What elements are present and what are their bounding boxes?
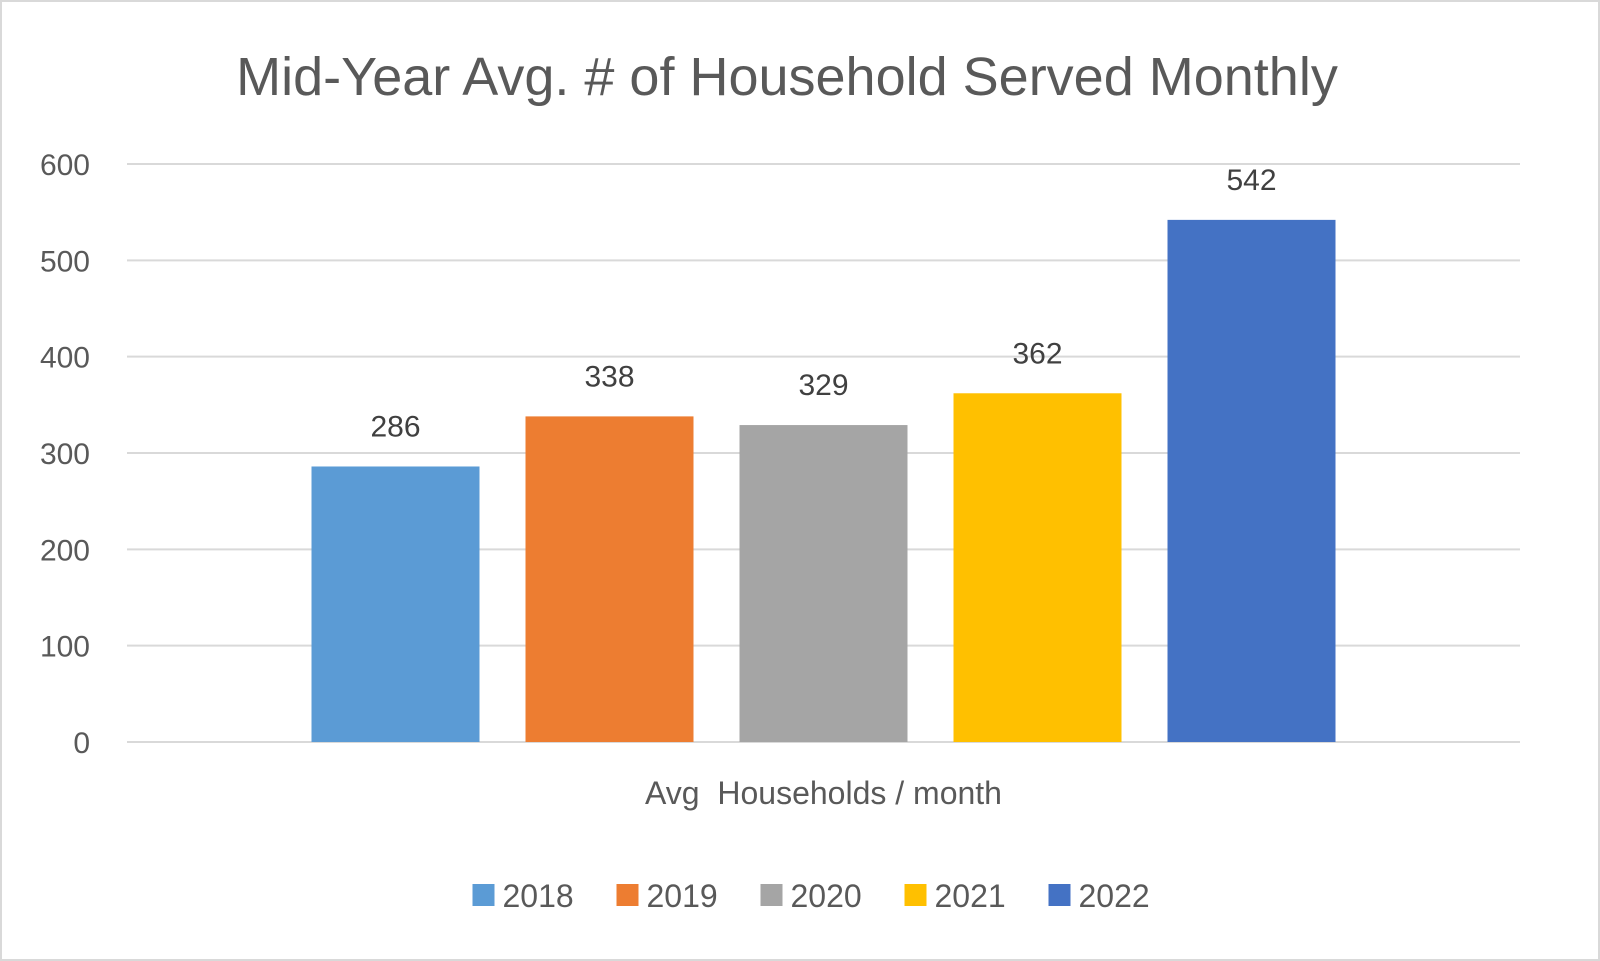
data-label-2020: 329 <box>798 369 848 402</box>
legend-label-2020: 2020 <box>791 878 862 914</box>
legend: 2018 2019 2020 2021 2022 <box>472 878 1150 914</box>
y-tick-label: 400 <box>40 342 90 375</box>
legend-swatch-2021 <box>904 884 927 906</box>
bars <box>311 219 1336 742</box>
legend-swatch-2018 <box>472 884 495 906</box>
bar-2020 <box>739 425 908 742</box>
legend-label-2022: 2022 <box>1079 878 1150 914</box>
data-label-2018: 286 <box>370 410 420 443</box>
x-axis: Avg Households / month <box>645 775 1002 811</box>
data-label-2021: 362 <box>1012 337 1062 370</box>
y-tick-label: 500 <box>40 245 90 278</box>
y-axis: 0 100 200 300 400 500 600 <box>40 149 90 760</box>
data-labels: 286 338 329 362 542 <box>370 164 1276 444</box>
data-label-2019: 338 <box>584 360 634 393</box>
chart-title: Mid-Year Avg. # of Household Served Mont… <box>236 47 1338 107</box>
y-tick-label: 0 <box>73 727 90 760</box>
bar-2018 <box>311 466 480 742</box>
legend-swatch-2020 <box>760 884 783 906</box>
y-tick-label: 300 <box>40 438 90 471</box>
x-category-label: Avg Households / month <box>645 775 1002 811</box>
bar-2021 <box>953 393 1122 742</box>
legend-swatch-2022 <box>1048 884 1071 906</box>
legend-label-2019: 2019 <box>647 878 718 914</box>
legend-label-2021: 2021 <box>935 878 1006 914</box>
bar-2022 <box>1167 219 1336 742</box>
legend-swatch-2019 <box>616 884 639 906</box>
y-tick-label: 200 <box>40 534 90 567</box>
legend-label-2018: 2018 <box>503 878 574 914</box>
data-label-2022: 542 <box>1226 164 1276 197</box>
y-tick-label: 600 <box>40 149 90 182</box>
y-tick-label: 100 <box>40 631 90 664</box>
bar-2019 <box>525 416 694 742</box>
